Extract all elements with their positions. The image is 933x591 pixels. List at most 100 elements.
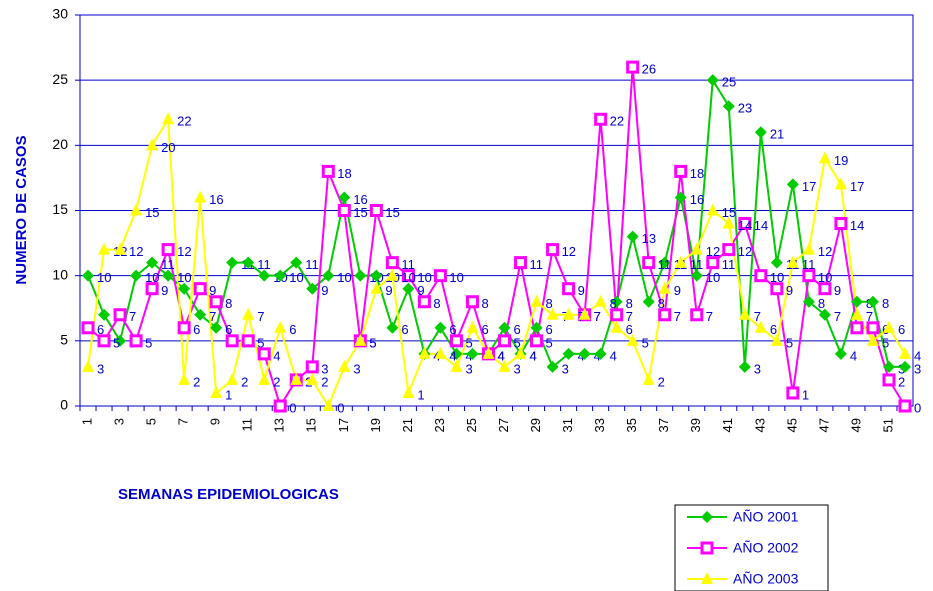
data-label: 9	[578, 283, 585, 298]
marker	[306, 282, 319, 295]
data-label: 7	[754, 309, 761, 324]
data-label: 14	[754, 218, 768, 233]
marker	[465, 295, 479, 309]
data-label: 21	[770, 127, 784, 142]
marker	[450, 359, 463, 372]
marker	[417, 295, 431, 309]
marker	[818, 151, 831, 164]
marker	[850, 295, 863, 308]
marker	[642, 295, 655, 308]
data-label: 8	[658, 296, 665, 311]
x-tick-label: 39	[688, 418, 703, 432]
marker	[98, 308, 111, 321]
marker	[305, 360, 319, 374]
data-label: 5	[786, 335, 793, 350]
marker	[610, 308, 624, 322]
data-label: 11	[530, 257, 544, 272]
marker	[578, 307, 591, 320]
x-tick-label: 27	[496, 418, 511, 432]
x-tick-label: 9	[208, 418, 223, 425]
marker	[738, 360, 751, 373]
data-label: 7	[129, 309, 136, 324]
marker	[866, 321, 880, 335]
marker	[114, 334, 127, 347]
marker	[514, 256, 528, 270]
data-label: 23	[738, 101, 752, 116]
data-label: 15	[353, 205, 367, 220]
data-label: 1	[225, 387, 232, 402]
marker	[770, 256, 783, 269]
data-label: 6	[449, 322, 456, 337]
legend-label: AÑO 2003	[733, 571, 799, 587]
marker	[370, 281, 383, 294]
x-tick-label: 11	[240, 418, 255, 432]
marker	[385, 256, 399, 270]
data-label: 13	[642, 231, 656, 246]
data-label: 5	[257, 335, 264, 350]
marker	[162, 112, 175, 125]
data-label: 8	[610, 296, 617, 311]
data-label: 1	[802, 387, 809, 402]
data-label: 3	[321, 361, 328, 376]
marker	[178, 282, 191, 295]
marker	[274, 320, 287, 333]
marker	[770, 333, 783, 346]
x-tick-label: 19	[368, 418, 383, 432]
data-label: 7	[706, 309, 713, 324]
data-label: 3	[465, 361, 472, 376]
marker	[818, 308, 831, 321]
marker	[562, 307, 575, 320]
marker	[674, 164, 688, 178]
marker	[530, 334, 544, 348]
marker	[706, 256, 720, 270]
marker	[514, 346, 527, 359]
x-tick-label: 51	[880, 418, 895, 432]
data-label: 3	[754, 361, 761, 376]
data-label: 18	[690, 166, 704, 181]
data-label: 7	[594, 309, 601, 324]
marker	[194, 308, 207, 321]
marker	[193, 282, 207, 296]
marker	[338, 191, 351, 204]
marker	[754, 269, 768, 283]
marker	[226, 372, 239, 385]
x-tick-label: 15	[304, 418, 319, 432]
data-label: 2	[273, 374, 280, 389]
marker	[882, 320, 895, 333]
marker	[898, 346, 911, 359]
marker	[322, 399, 335, 411]
marker	[674, 255, 687, 268]
data-label: 8	[626, 296, 633, 311]
data-label: 4	[530, 348, 537, 363]
marker	[722, 216, 735, 229]
marker	[97, 334, 111, 348]
data-label: 16	[209, 192, 223, 207]
y-tick-label: 10	[52, 266, 68, 282]
marker	[178, 372, 191, 385]
marker	[354, 333, 367, 346]
marker	[850, 321, 864, 335]
data-label: 11	[658, 257, 672, 272]
marker	[290, 372, 303, 385]
marker	[658, 281, 671, 294]
data-label: 6	[626, 322, 633, 337]
marker	[562, 347, 575, 360]
marker	[401, 269, 415, 283]
data-label: 8	[481, 296, 488, 311]
data-label: 6	[546, 322, 553, 337]
x-tick-label: 21	[400, 418, 415, 432]
data-label: 12	[706, 244, 720, 259]
data-label: 5	[882, 335, 889, 350]
x-tick-label: 45	[784, 418, 799, 432]
data-label: 12	[177, 244, 191, 259]
data-label: 22	[610, 114, 624, 129]
x-tick-label: 41	[720, 418, 735, 432]
x-tick-label: 37	[656, 418, 671, 432]
marker	[402, 282, 415, 295]
marker	[498, 359, 511, 372]
marker	[82, 359, 95, 372]
marker	[626, 333, 639, 346]
marker	[898, 360, 911, 373]
data-label: 11	[690, 257, 704, 272]
x-tick-label: 43	[752, 418, 767, 432]
